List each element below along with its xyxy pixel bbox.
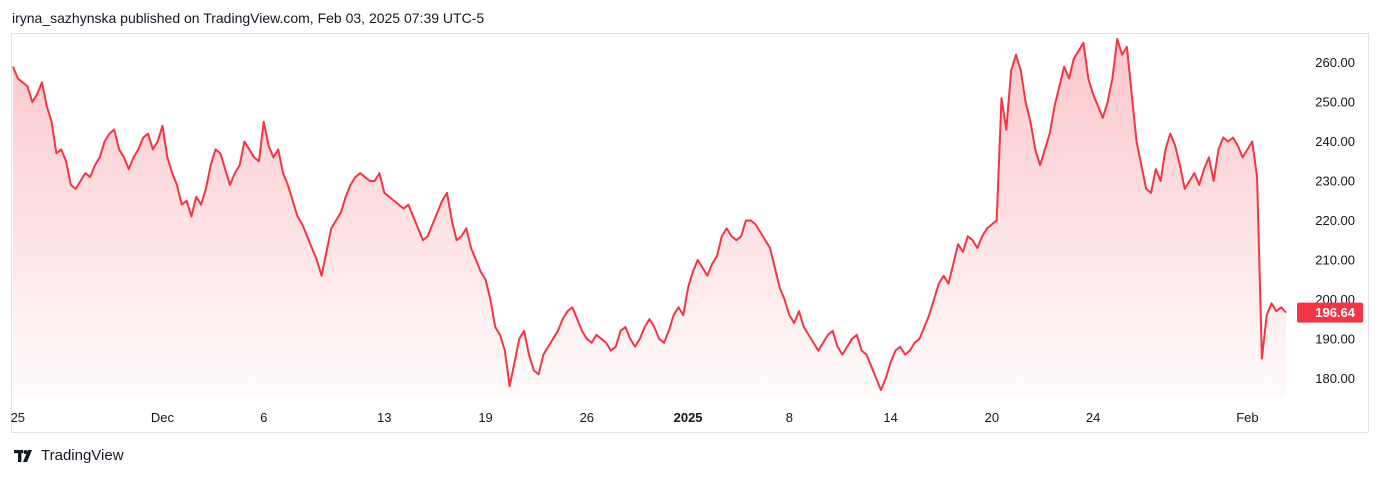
x-tick-label: 19 (478, 410, 492, 425)
line-layer (12, 37, 1287, 392)
price-chart[interactable]: 180.00190.00200.00210.00220.00230.00240.… (0, 0, 1383, 440)
last-price-badge: 196.64 (1297, 302, 1363, 323)
y-tick-label: 180.00 (1315, 371, 1355, 386)
x-tick-label: 25 (11, 410, 25, 425)
y-tick-label: 190.00 (1315, 331, 1355, 346)
x-tick-label: Dec (151, 410, 175, 425)
x-tick-label: 13 (377, 410, 391, 425)
chart-frame (11, 33, 1369, 433)
x-tick-label: 24 (1086, 410, 1100, 425)
published-header: iryna_sazhynska published on TradingView… (12, 10, 485, 26)
x-tick-label: Feb (1236, 410, 1258, 425)
y-tick-label: 260.00 (1315, 55, 1355, 70)
y-tick-label: 250.00 (1315, 95, 1355, 110)
price-area-fill (13, 38, 1286, 398)
tradingview-logo-text: TradingView (41, 447, 124, 464)
x-tick-label: 6 (260, 410, 267, 425)
x-tick-label: 2025 (674, 410, 703, 425)
tradingview-logo[interactable]: TradingView (14, 447, 124, 464)
price-series-line (12, 37, 1287, 392)
tradingview-logo-icon (14, 449, 32, 462)
x-tick-label: 26 (580, 410, 594, 425)
last-price-label: 196.64 (1315, 305, 1356, 320)
y-tick-label: 220.00 (1315, 213, 1355, 228)
x-tick-label: 20 (985, 410, 999, 425)
area-layer (13, 38, 1286, 398)
last-price-badge-bg (1297, 302, 1363, 323)
y-axis: 180.00190.00200.00210.00220.00230.00240.… (1315, 55, 1355, 386)
x-tick-label: 8 (786, 410, 793, 425)
y-tick-label: 230.00 (1315, 173, 1355, 188)
x-tick-label: 14 (883, 410, 897, 425)
y-tick-label: 240.00 (1315, 134, 1355, 149)
y-tick-label: 210.00 (1315, 252, 1355, 267)
x-axis: 25 Dec 6 13 19 26 2025 8 14 20 24 Feb (11, 410, 1259, 425)
